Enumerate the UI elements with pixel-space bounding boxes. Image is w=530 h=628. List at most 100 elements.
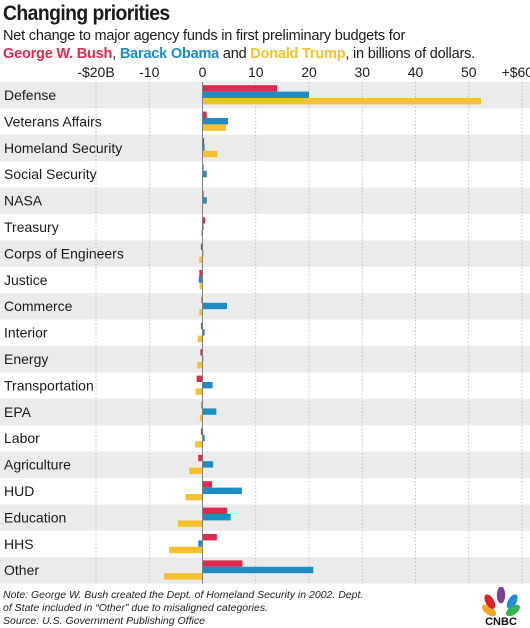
bar [202, 329, 205, 336]
bar [199, 282, 203, 290]
subtitle-line-2: George W. Bush, Barack Obama and Donald … [3, 45, 475, 63]
bar [201, 296, 203, 303]
category-label: Corps of Engineers [4, 245, 124, 261]
x-tick-label: 20 [301, 64, 317, 80]
bar [202, 514, 231, 521]
category-label: Energy [4, 351, 48, 367]
category-label: HUD [4, 483, 34, 499]
subtitle-line-1: Net change to major agency funds in firs… [3, 28, 406, 44]
bar [202, 138, 205, 145]
x-tick-label: 40 [408, 64, 424, 80]
bar [199, 270, 203, 277]
legend-separator-and: and [219, 46, 251, 62]
footnote: Note: George W. Bush created the Dept. o… [3, 589, 363, 628]
x-tick-label: -$20B [77, 64, 114, 80]
bar [197, 362, 203, 369]
x-tick-label: 0 [199, 64, 207, 80]
subtitle-tail: , in billions of dollars. [345, 46, 475, 62]
bar [202, 566, 314, 574]
category-label: Justice [4, 272, 48, 288]
x-tick-label: 10 [248, 64, 264, 80]
bar [200, 230, 203, 237]
chart-title: Changing priorities [3, 2, 170, 25]
category-label: Interior [4, 325, 48, 341]
bar [202, 91, 309, 98]
row-stripe [0, 134, 530, 162]
category-label: HHS [4, 536, 34, 552]
bar [202, 144, 205, 151]
category-label: Transportation [4, 377, 94, 393]
bar [199, 414, 203, 422]
bar [202, 197, 207, 204]
legend-trump: Donald Trump [250, 46, 346, 62]
bar [201, 402, 203, 409]
chart-subtitle: Net change to major agency funds in firs… [3, 27, 475, 63]
x-tick-label: 50 [461, 64, 477, 80]
bar [202, 164, 204, 171]
bar [202, 150, 218, 158]
bar [202, 217, 206, 224]
bar [196, 375, 203, 382]
row-stripe [0, 504, 530, 531]
x-tick-label: -10 [139, 64, 159, 80]
bar [202, 507, 227, 514]
row-stripe [0, 451, 530, 478]
bar [185, 494, 203, 501]
row-stripe [0, 398, 530, 426]
bar [202, 124, 226, 131]
row-stripe [0, 293, 530, 320]
category-label: EPA [4, 404, 32, 420]
row-stripe [0, 187, 530, 214]
legend-obama: Barack Obama [119, 46, 220, 62]
bar [202, 382, 213, 389]
legend-bush: George W. Bush [3, 46, 113, 62]
bar [168, 546, 203, 554]
category-label: Defense [4, 87, 56, 103]
legend-separator-comma: , [112, 46, 120, 62]
bar [202, 461, 214, 468]
bar [198, 454, 203, 462]
peacock-icon [482, 587, 520, 617]
bar [202, 434, 205, 442]
bar [202, 487, 242, 494]
bar [198, 540, 203, 547]
bar [199, 256, 203, 263]
bar [202, 111, 207, 118]
bar [195, 441, 203, 448]
category-label: Homeland Security [4, 140, 122, 156]
category-label: Labor [4, 430, 40, 446]
footnote-note-line-1: Note: George W. Bush created the Dept. o… [3, 589, 364, 601]
bar [202, 85, 278, 92]
cnbc-logo: CNBC [482, 587, 520, 627]
bar [202, 223, 204, 230]
bar [202, 118, 229, 125]
bar-chart: -$20B -10 0 10 20 30 40 50 +$60B Defense Veterans … [0, 64, 530, 584]
category-label: Treasury [4, 219, 59, 235]
bar [200, 428, 203, 435]
bar [197, 335, 203, 342]
footnote-source: Source: U.S. Government Publishing Offic… [3, 615, 205, 627]
bar [200, 243, 203, 250]
bar [195, 388, 203, 395]
logo-wordmark: CNBC [485, 616, 517, 627]
bar [198, 276, 203, 283]
x-tick-label: +$60B [502, 64, 530, 80]
category-label: Other [4, 562, 39, 578]
bar [202, 170, 207, 178]
bar [202, 560, 243, 567]
bar [202, 534, 217, 541]
category-label: Commerce [4, 298, 73, 314]
bar [202, 408, 217, 415]
x-tick-label: 30 [354, 64, 370, 80]
footnote-note-line-2: of State included in “Other” due to misa… [3, 602, 268, 614]
category-label: Agriculture [4, 457, 71, 473]
bar [202, 481, 213, 488]
category-label: Veterans Affairs [4, 113, 102, 129]
bar [202, 98, 481, 105]
category-label: NASA [4, 193, 43, 209]
bar [178, 520, 203, 527]
row-stripe [0, 240, 530, 267]
bar [200, 322, 203, 330]
row-stripe [0, 346, 530, 373]
bar [202, 190, 204, 198]
